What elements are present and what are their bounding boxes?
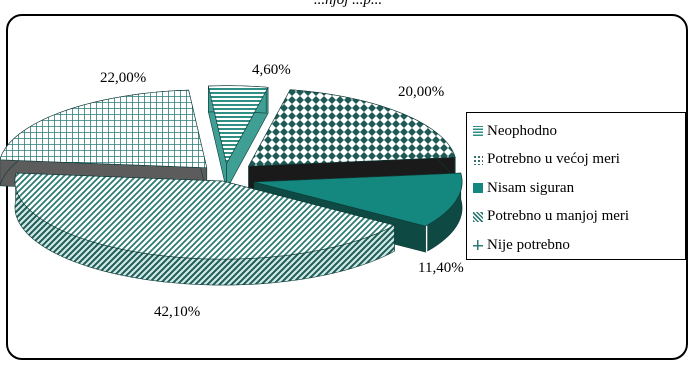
legend-item-potrebno-u-vecoj-meri: Potrebno u većoj meri [473, 146, 679, 175]
legend-item-neophodno: Neophodno [473, 117, 679, 146]
legend-label: Neophodno [487, 122, 557, 139]
data-label-potrebno-u-manjoj-meri: 42,10% [154, 304, 200, 320]
pie-slice-potrebno-u-manjoj-meri [14, 172, 396, 286]
data-label-nisam-siguran: 11,40% [418, 260, 464, 276]
legend-swatch-nije-potrebno [473, 240, 483, 251]
legend-swatch-neophodno [473, 126, 483, 137]
legend-item-nisam-siguran: Nisam siguran [473, 174, 679, 203]
legend-swatch-potrebno-u-manjoj-meri [473, 211, 483, 222]
data-label-nije-potrebno: 22,00% [100, 70, 146, 86]
chart-caption: ...njoj ...p... [313, 0, 383, 8]
legend-label: Potrebno u manjoj meri [487, 208, 630, 225]
legend-label: Nisam siguran [487, 179, 575, 196]
chart-legend: Neophodno Potrebno u većoj meri Nisam si… [466, 112, 686, 260]
legend-item-nije-potrebno: Nije potrebno [473, 231, 679, 260]
legend-label: Nije potrebno [487, 236, 570, 253]
data-label-potrebno-u-vecoj-meri: 20,00% [398, 84, 444, 100]
pie-slice-face [207, 85, 269, 165]
pie-slice-face [248, 89, 456, 167]
legend-label: Potrebno u većoj meri [487, 151, 620, 168]
pie-slice-face [0, 89, 208, 169]
pie-slice-face [254, 172, 463, 227]
legend-swatch-nisam-siguran [473, 183, 483, 194]
data-label-neophodno: 4,60% [252, 62, 291, 78]
legend-swatch-potrebno-u-vecoj-meri [473, 154, 483, 165]
pie-slice-neophodno [207, 85, 269, 190]
legend-item-potrebno-u-manjoj-meri: Potrebno u manjoj meri [473, 203, 679, 232]
pie-slice-face [14, 172, 396, 260]
